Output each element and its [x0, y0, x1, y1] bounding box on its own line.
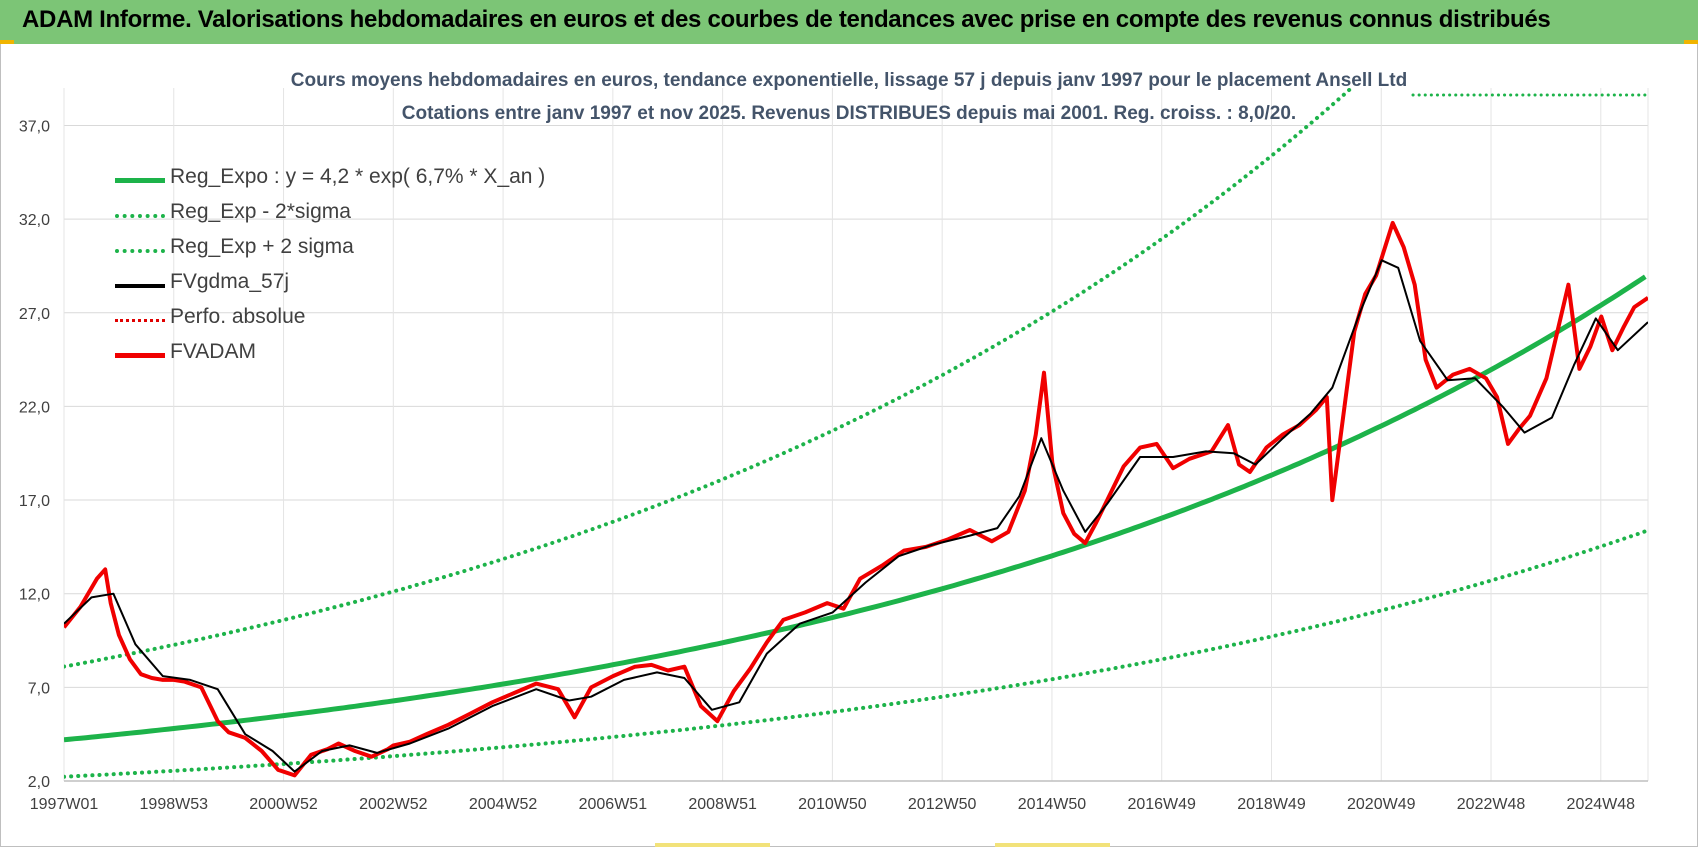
y-tick-label: 22,0 [19, 399, 50, 416]
legend-swatch-fvadam [115, 353, 165, 358]
legend-swatch-reg-exp-plus [115, 249, 165, 253]
series-fvgdma-57j [64, 259, 1648, 773]
legend-label-perfo: Perfo. absolue [170, 305, 306, 328]
chart-title-line1: Cours moyens hebdomadaires en euros, ten… [290, 70, 1408, 91]
x-tick-label: 2012W50 [908, 796, 977, 813]
x-tick-label: 2024W48 [1567, 796, 1636, 813]
legend-label-fvgdma: FVgdma_57j [170, 270, 290, 293]
y-tick-label: 7,0 [28, 680, 50, 697]
report-title: ADAM Informe. Valorisations hebdomadaire… [22, 6, 1551, 33]
x-tick-label: 2000W52 [249, 796, 318, 813]
x-tick-label: 2020W49 [1347, 796, 1416, 813]
series-layer [64, 88, 1650, 779]
x-tick-label: 1997W01 [30, 796, 99, 813]
legend-swatch-fvgdma [115, 284, 165, 288]
x-tick-label: 2022W48 [1457, 796, 1526, 813]
grid-layer [63, 88, 1649, 782]
x-tick-label: 2016W49 [1127, 796, 1196, 813]
report-header: ADAM Informe. Valorisations hebdomadaire… [0, 0, 1698, 45]
y-tick-label: 17,0 [19, 493, 50, 510]
bottom-marker-1 [655, 843, 770, 847]
chart-title-line2: Cotations entre janv 1997 et nov 2025. R… [401, 103, 1297, 124]
y-tick-label: 12,0 [19, 587, 50, 604]
corner-marker-left [0, 40, 14, 46]
y-tick-label: 27,0 [19, 306, 50, 323]
x-tick-label: 1998W53 [140, 796, 209, 813]
series-reg-exp-minus [64, 529, 1648, 779]
series-reg-expo [64, 274, 1647, 743]
legend-label-fvadam: FVADAM [170, 340, 256, 363]
legend-swatch-reg-expo [115, 178, 165, 183]
y-tick-label: 37,0 [19, 118, 50, 135]
legend-label-reg-expo: Reg_Expo : y = 4,2 * exp( 6,7% * X_an ) [170, 165, 546, 188]
legend-swatch-reg-exp-minus [115, 214, 165, 218]
bottom-marker-2 [995, 843, 1110, 847]
y-tick-label: 32,0 [19, 212, 50, 229]
legend-label-reg-exp-plus: Reg_Exp + 2 sigma [170, 235, 354, 258]
x-tick-label: 2002W52 [359, 796, 428, 813]
x-tick-label: 2018W49 [1237, 796, 1306, 813]
legend-swatch-perfo [115, 319, 165, 322]
corner-marker-right [1684, 40, 1698, 46]
y-tick-label: 2,0 [28, 774, 50, 791]
x-tick-label: 2010W50 [798, 796, 867, 813]
x-tick-label: 2006W51 [579, 796, 648, 813]
legend-label-reg-exp-minus: Reg_Exp - 2*sigma [170, 200, 351, 223]
series-reg-exp-plus [64, 88, 1355, 669]
x-tick-label: 2008W51 [688, 796, 757, 813]
tick-layer: 2,0 7,0 12,0 17,0 22,0 27,0 32,0 37,0 1997W01 199… [19, 118, 1635, 813]
x-tick-label: 2014W50 [1018, 796, 1087, 813]
x-tick-label: 2004W52 [469, 796, 538, 813]
